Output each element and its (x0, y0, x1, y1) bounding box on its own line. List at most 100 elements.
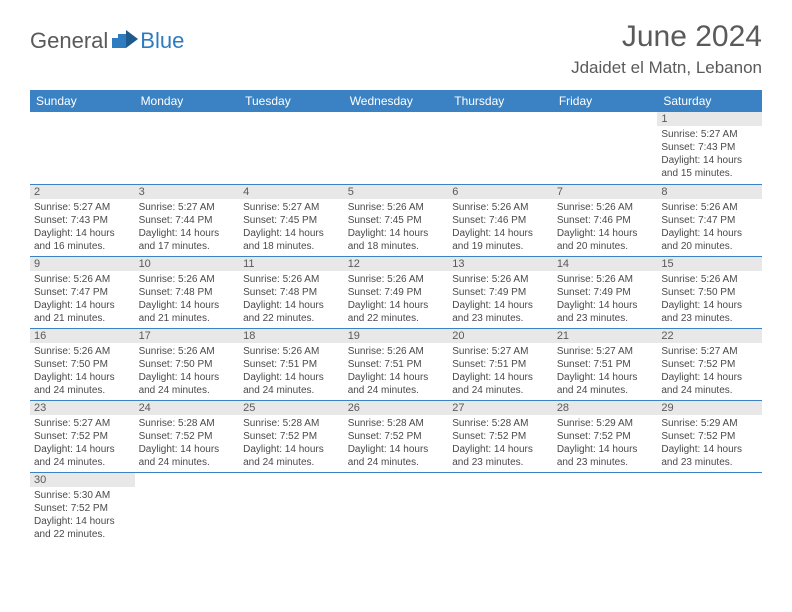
calendar-empty-cell (553, 112, 658, 184)
daylight-text: Daylight: 14 hours and 23 minutes. (452, 443, 549, 469)
sunrise-text: Sunrise: 5:28 AM (452, 417, 549, 430)
sunrise-text: Sunrise: 5:26 AM (243, 345, 340, 358)
day-details: Sunrise: 5:27 AMSunset: 7:52 PMDaylight:… (30, 415, 135, 471)
calendar-day-cell: 16Sunrise: 5:26 AMSunset: 7:50 PMDayligh… (30, 328, 135, 400)
sunrise-text: Sunrise: 5:26 AM (557, 273, 654, 286)
logo: General Blue (30, 20, 184, 54)
calendar-day-cell: 1Sunrise: 5:27 AMSunset: 7:43 PMDaylight… (657, 112, 762, 184)
sunrise-text: Sunrise: 5:28 AM (348, 417, 445, 430)
daylight-text: Daylight: 14 hours and 19 minutes. (452, 227, 549, 253)
calendar-day-cell: 21Sunrise: 5:27 AMSunset: 7:51 PMDayligh… (553, 328, 658, 400)
day-details: Sunrise: 5:27 AMSunset: 7:43 PMDaylight:… (657, 126, 762, 182)
day-details: Sunrise: 5:26 AMSunset: 7:47 PMDaylight:… (30, 271, 135, 327)
calendar-day-cell: 29Sunrise: 5:29 AMSunset: 7:52 PMDayligh… (657, 400, 762, 472)
calendar-day-cell: 9Sunrise: 5:26 AMSunset: 7:47 PMDaylight… (30, 256, 135, 328)
day-details: Sunrise: 5:28 AMSunset: 7:52 PMDaylight:… (448, 415, 553, 471)
weekday-header: Tuesday (239, 90, 344, 112)
calendar-week-row: 1Sunrise: 5:27 AMSunset: 7:43 PMDaylight… (30, 112, 762, 184)
calendar-empty-cell (239, 112, 344, 184)
day-details: Sunrise: 5:26 AMSunset: 7:48 PMDaylight:… (135, 271, 240, 327)
day-number: 24 (135, 401, 240, 415)
day-details: Sunrise: 5:26 AMSunset: 7:46 PMDaylight:… (553, 199, 658, 255)
calendar-day-cell: 24Sunrise: 5:28 AMSunset: 7:52 PMDayligh… (135, 400, 240, 472)
sunset-text: Sunset: 7:48 PM (139, 286, 236, 299)
daylight-text: Daylight: 14 hours and 20 minutes. (557, 227, 654, 253)
day-number: 12 (344, 257, 449, 271)
daylight-text: Daylight: 14 hours and 17 minutes. (139, 227, 236, 253)
calendar-day-cell: 28Sunrise: 5:29 AMSunset: 7:52 PMDayligh… (553, 400, 658, 472)
daylight-text: Daylight: 14 hours and 24 minutes. (243, 443, 340, 469)
weekday-header: Wednesday (344, 90, 449, 112)
calendar-day-cell: 14Sunrise: 5:26 AMSunset: 7:49 PMDayligh… (553, 256, 658, 328)
calendar-week-row: 23Sunrise: 5:27 AMSunset: 7:52 PMDayligh… (30, 400, 762, 472)
sunrise-text: Sunrise: 5:27 AM (243, 201, 340, 214)
calendar-empty-cell (344, 112, 449, 184)
sunset-text: Sunset: 7:43 PM (661, 141, 758, 154)
day-number: 27 (448, 401, 553, 415)
daylight-text: Daylight: 14 hours and 23 minutes. (557, 299, 654, 325)
sunset-text: Sunset: 7:48 PM (243, 286, 340, 299)
sunrise-text: Sunrise: 5:26 AM (348, 273, 445, 286)
day-details: Sunrise: 5:27 AMSunset: 7:52 PMDaylight:… (657, 343, 762, 399)
calendar-day-cell: 22Sunrise: 5:27 AMSunset: 7:52 PMDayligh… (657, 328, 762, 400)
title-block: June 2024 Jdaidet el Matn, Lebanon (571, 20, 762, 78)
weekday-header: Thursday (448, 90, 553, 112)
sunrise-text: Sunrise: 5:27 AM (139, 201, 236, 214)
month-title: June 2024 (571, 20, 762, 54)
daylight-text: Daylight: 14 hours and 21 minutes. (139, 299, 236, 325)
calendar-empty-cell (30, 112, 135, 184)
calendar-day-cell: 7Sunrise: 5:26 AMSunset: 7:46 PMDaylight… (553, 184, 658, 256)
weekday-header: Friday (553, 90, 658, 112)
daylight-text: Daylight: 14 hours and 23 minutes. (452, 299, 549, 325)
sunrise-text: Sunrise: 5:27 AM (452, 345, 549, 358)
day-number: 6 (448, 185, 553, 199)
sunrise-text: Sunrise: 5:30 AM (34, 489, 131, 502)
logo-text-2: Blue (140, 28, 184, 54)
daylight-text: Daylight: 14 hours and 21 minutes. (34, 299, 131, 325)
calendar-day-cell: 23Sunrise: 5:27 AMSunset: 7:52 PMDayligh… (30, 400, 135, 472)
day-details: Sunrise: 5:26 AMSunset: 7:46 PMDaylight:… (448, 199, 553, 255)
sunset-text: Sunset: 7:51 PM (452, 358, 549, 371)
sunset-text: Sunset: 7:50 PM (34, 358, 131, 371)
daylight-text: Daylight: 14 hours and 24 minutes. (661, 371, 758, 397)
calendar-day-cell: 2Sunrise: 5:27 AMSunset: 7:43 PMDaylight… (30, 184, 135, 256)
sunset-text: Sunset: 7:51 PM (243, 358, 340, 371)
day-number: 5 (344, 185, 449, 199)
daylight-text: Daylight: 14 hours and 24 minutes. (139, 443, 236, 469)
sunset-text: Sunset: 7:45 PM (348, 214, 445, 227)
day-details: Sunrise: 5:28 AMSunset: 7:52 PMDaylight:… (135, 415, 240, 471)
sunrise-text: Sunrise: 5:29 AM (661, 417, 758, 430)
sunset-text: Sunset: 7:52 PM (34, 502, 131, 515)
calendar-empty-cell (135, 472, 240, 544)
sunset-text: Sunset: 7:51 PM (348, 358, 445, 371)
calendar-table: SundayMondayTuesdayWednesdayThursdayFrid… (30, 90, 762, 544)
sunset-text: Sunset: 7:49 PM (452, 286, 549, 299)
sunset-text: Sunset: 7:43 PM (34, 214, 131, 227)
daylight-text: Daylight: 14 hours and 24 minutes. (34, 443, 131, 469)
daylight-text: Daylight: 14 hours and 22 minutes. (34, 515, 131, 541)
day-details: Sunrise: 5:27 AMSunset: 7:45 PMDaylight:… (239, 199, 344, 255)
sunrise-text: Sunrise: 5:26 AM (34, 273, 131, 286)
sunset-text: Sunset: 7:52 PM (139, 430, 236, 443)
day-details: Sunrise: 5:29 AMSunset: 7:52 PMDaylight:… (657, 415, 762, 471)
calendar-day-cell: 27Sunrise: 5:28 AMSunset: 7:52 PMDayligh… (448, 400, 553, 472)
daylight-text: Daylight: 14 hours and 22 minutes. (348, 299, 445, 325)
day-number: 28 (553, 401, 658, 415)
calendar-day-cell: 17Sunrise: 5:26 AMSunset: 7:50 PMDayligh… (135, 328, 240, 400)
calendar-empty-cell (344, 472, 449, 544)
weekday-header: Sunday (30, 90, 135, 112)
day-number: 13 (448, 257, 553, 271)
calendar-empty-cell (448, 472, 553, 544)
day-number: 26 (344, 401, 449, 415)
daylight-text: Daylight: 14 hours and 24 minutes. (139, 371, 236, 397)
sunset-text: Sunset: 7:44 PM (139, 214, 236, 227)
sunrise-text: Sunrise: 5:29 AM (557, 417, 654, 430)
sunset-text: Sunset: 7:52 PM (348, 430, 445, 443)
day-number: 11 (239, 257, 344, 271)
sunset-text: Sunset: 7:50 PM (139, 358, 236, 371)
daylight-text: Daylight: 14 hours and 24 minutes. (34, 371, 131, 397)
day-details: Sunrise: 5:26 AMSunset: 7:49 PMDaylight:… (553, 271, 658, 327)
daylight-text: Daylight: 14 hours and 24 minutes. (348, 443, 445, 469)
daylight-text: Daylight: 14 hours and 24 minutes. (348, 371, 445, 397)
daylight-text: Daylight: 14 hours and 18 minutes. (243, 227, 340, 253)
